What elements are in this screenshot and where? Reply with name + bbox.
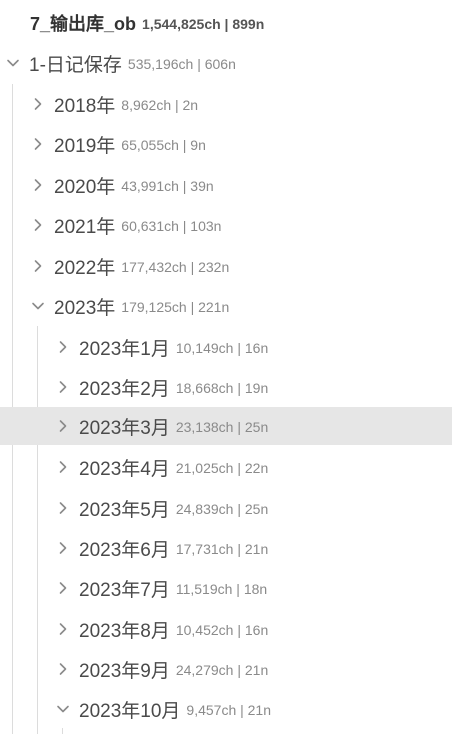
chevron-right-icon[interactable] xyxy=(55,379,71,395)
year-stats: 8,962ch | 2n xyxy=(121,97,199,113)
year-name: 2021年 xyxy=(54,216,116,238)
chevron-right-icon[interactable] xyxy=(55,580,71,596)
month-stats: 10,452ch | 16n xyxy=(175,622,269,638)
month-row[interactable]: 2023年4月 21,025ch | 22n xyxy=(0,448,452,486)
month-stats: 23,138ch | 25n xyxy=(175,419,269,435)
folder-name: 1-日记保存 xyxy=(29,54,122,76)
month-name: 2023年6月 xyxy=(79,539,170,561)
year-name: 2023年 xyxy=(54,297,116,319)
month-stats: 10,149ch | 16n xyxy=(175,340,269,356)
month-name: 2023年5月 xyxy=(79,499,170,521)
chevron-down-icon[interactable] xyxy=(55,701,71,717)
chevron-right-icon[interactable] xyxy=(55,459,71,475)
month-row[interactable]: 2023年7月 11,519ch | 18n xyxy=(0,569,452,607)
month-stats: 9,457ch | 21n xyxy=(186,702,272,718)
year-row[interactable]: 2022年 177,432ch | 232n xyxy=(0,247,452,285)
chevron-right-icon[interactable] xyxy=(55,418,71,434)
vault-root-row[interactable]: 7_输出库_ob 1,544,825ch | 899n xyxy=(0,4,452,42)
month-stats: 17,731ch | 21n xyxy=(175,541,269,557)
chevron-right-icon[interactable] xyxy=(30,177,46,193)
year-name: 2022年 xyxy=(54,257,116,279)
month-row[interactable]: 2023年5月 24,839ch | 25n xyxy=(0,489,452,527)
month-row-expanded[interactable]: 2023年10月 9,457ch | 21n xyxy=(0,690,452,728)
chevron-down-icon[interactable] xyxy=(30,298,46,314)
chevron-right-icon[interactable] xyxy=(55,661,71,677)
folder-row-diary[interactable]: 1-日记保存 535,196ch | 606n xyxy=(0,44,452,82)
year-name: 2020年 xyxy=(54,176,116,198)
year-stats: 43,991ch | 39n xyxy=(121,178,214,194)
indent-guide xyxy=(62,728,63,734)
chevron-right-icon[interactable] xyxy=(55,500,71,516)
year-row-expanded[interactable]: 2023年 179,125ch | 221n xyxy=(0,287,452,325)
chevron-right-icon[interactable] xyxy=(30,258,46,274)
month-row[interactable]: 2023年6月 17,731ch | 21n xyxy=(0,529,452,567)
chevron-right-icon[interactable] xyxy=(30,96,46,112)
chevron-right-icon[interactable] xyxy=(30,136,46,152)
month-name: 2023年1月 xyxy=(79,338,170,360)
month-stats: 24,279ch | 21n xyxy=(175,662,269,678)
month-name: 2023年8月 xyxy=(79,620,170,642)
month-stats: 21,025ch | 22n xyxy=(175,460,269,476)
month-stats: 24,839ch | 25n xyxy=(175,501,269,517)
year-row[interactable]: 2019年 65,055ch | 9n xyxy=(0,125,452,163)
indent-guide xyxy=(37,326,38,734)
chevron-right-icon[interactable] xyxy=(55,621,71,637)
chevron-down-icon[interactable] xyxy=(5,55,21,71)
chevron-right-icon[interactable] xyxy=(55,540,71,556)
year-name: 2018年 xyxy=(54,95,116,117)
chevron-right-icon[interactable] xyxy=(30,217,46,233)
year-row[interactable]: 2018年 8,962ch | 2n xyxy=(0,85,452,123)
month-row[interactable]: 2023年9月 24,279ch | 21n xyxy=(0,650,452,688)
vault-root-stats: 1,544,825ch | 899n xyxy=(142,16,265,32)
year-name: 2019年 xyxy=(54,135,116,157)
year-stats: 65,055ch | 9n xyxy=(121,137,206,153)
month-name: 2023年3月 xyxy=(79,417,170,439)
month-name: 2023年4月 xyxy=(79,458,170,480)
chevron-right-icon[interactable] xyxy=(55,339,71,355)
year-row[interactable]: 2020年 43,991ch | 39n xyxy=(0,166,452,204)
month-stats: 18,668ch | 19n xyxy=(175,380,269,396)
year-stats: 60,631ch | 103n xyxy=(121,218,222,234)
vault-root-name: 7_输出库_ob xyxy=(30,14,137,34)
month-row[interactable]: 2023年2月 18,668ch | 19n xyxy=(0,368,452,406)
year-row[interactable]: 2021年 60,631ch | 103n xyxy=(0,206,452,244)
month-name: 2023年7月 xyxy=(79,579,170,601)
month-name: 2023年2月 xyxy=(79,378,170,400)
month-name: 2023年9月 xyxy=(79,660,170,682)
month-name: 2023年10月 xyxy=(79,700,181,722)
month-row[interactable]: 2023年1月 10,149ch | 16n xyxy=(0,328,452,366)
month-stats: 11,519ch | 18n xyxy=(175,581,268,597)
folder-stats: 535,196ch | 606n xyxy=(127,56,236,72)
month-row[interactable]: 2023年8月 10,452ch | 16n xyxy=(0,610,452,648)
year-stats: 179,125ch | 221n xyxy=(121,299,230,315)
year-stats: 177,432ch | 232n xyxy=(121,259,230,275)
month-row-selected[interactable]: 2023年3月 23,138ch | 25n xyxy=(0,407,452,445)
